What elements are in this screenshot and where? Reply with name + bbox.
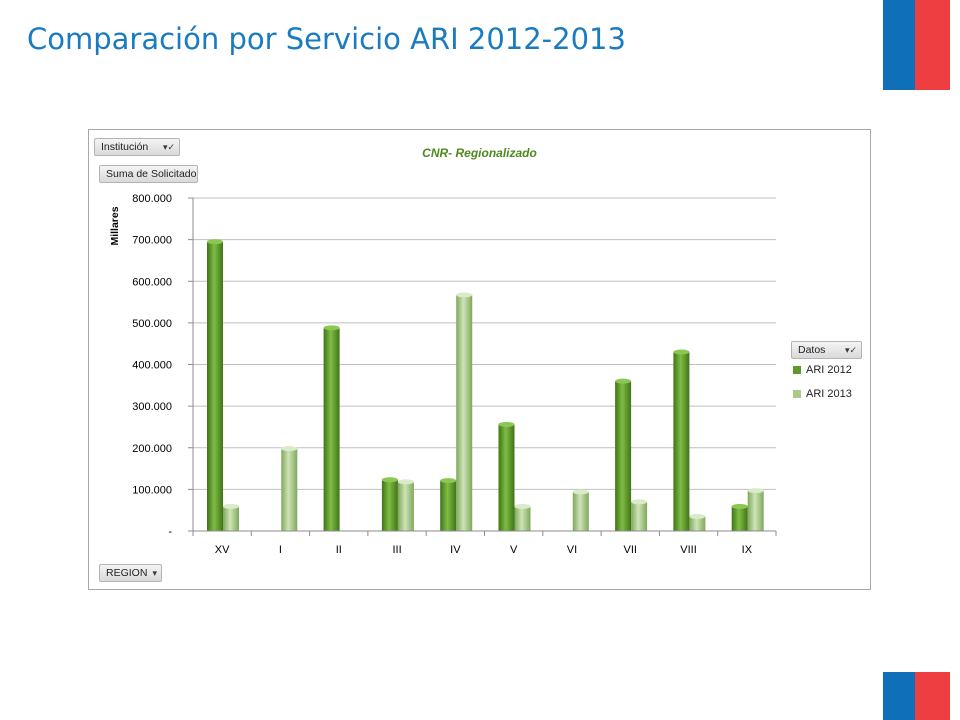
bar-cap bbox=[747, 488, 764, 494]
bar-ari-2013 bbox=[514, 506, 531, 531]
bar-cap bbox=[440, 478, 457, 484]
datos-legend-label: Datos bbox=[798, 344, 826, 356]
x-tick-label: II bbox=[336, 544, 342, 556]
bar-ari-2012 bbox=[498, 424, 515, 531]
y-tick-label: 300.000 bbox=[132, 401, 172, 413]
flag-decoration-top bbox=[883, 0, 950, 90]
legend-label-ari-2013: ARI 2013 bbox=[806, 388, 852, 400]
y-axis-ticks: - 100.000 200.000 300.000 400.000 500.000 600.… bbox=[132, 193, 194, 538]
bar-cap bbox=[397, 479, 414, 485]
filter-dropdown-icon: ▾✓ bbox=[162, 142, 175, 152]
y-tick-label: 200.000 bbox=[132, 443, 172, 455]
bar-ari-2013 bbox=[747, 490, 764, 531]
bar-cap bbox=[731, 503, 748, 509]
x-tick-label: III bbox=[392, 544, 401, 556]
bar-cap bbox=[631, 499, 648, 505]
y-tick-label: 700.000 bbox=[132, 235, 172, 247]
x-tick-label: V bbox=[510, 544, 518, 556]
bar-cap bbox=[207, 239, 223, 245]
x-tick-label: XV bbox=[215, 544, 230, 556]
legend-label-ari-2012: ARI 2012 bbox=[806, 364, 852, 376]
bar-ari-2013 bbox=[397, 481, 414, 531]
x-tick-label: VIII bbox=[680, 544, 697, 556]
datos-legend-button[interactable]: Datos ▾✓ bbox=[791, 341, 862, 359]
bar-ari-2012 bbox=[673, 352, 690, 531]
x-tick-label: I bbox=[279, 544, 282, 556]
x-tick-label: VII bbox=[624, 544, 637, 556]
bar-cap bbox=[689, 513, 706, 519]
y-tick-label: - bbox=[168, 526, 172, 538]
pivot-chart: Institución ▾✓ Suma de Solicitado CNR- R… bbox=[88, 129, 871, 590]
bar-ari-2012 bbox=[615, 381, 632, 531]
bar-ari-2013 bbox=[572, 491, 589, 531]
institucion-filter-label: Institución bbox=[101, 141, 149, 153]
x-axis-ticks: XV I II III IV V VI VII VIII IX bbox=[192, 531, 777, 556]
bar-cap bbox=[572, 489, 589, 495]
legend-swatch-ari-2013 bbox=[793, 390, 801, 398]
x-tick-label: IV bbox=[450, 544, 461, 556]
legend-swatch-ari-2012 bbox=[793, 366, 801, 374]
y-axis-label: Millares bbox=[109, 206, 121, 245]
bar-cap bbox=[381, 477, 398, 483]
bar-ari-2013 bbox=[456, 294, 473, 531]
bar-cap bbox=[673, 349, 690, 355]
bar-cap bbox=[223, 503, 239, 509]
chart-title: CNR- Regionalizado bbox=[422, 146, 537, 160]
y-tick-label: 800.000 bbox=[132, 193, 172, 205]
flag-red-stripe bbox=[915, 672, 950, 720]
flag-red-stripe bbox=[915, 0, 950, 90]
bar-cap bbox=[615, 378, 632, 384]
institucion-filter-button[interactable]: Institución ▾✓ bbox=[94, 138, 180, 156]
region-axis-button[interactable]: REGION ▾ bbox=[99, 564, 162, 582]
y-tick-label: 500.000 bbox=[132, 318, 172, 330]
flag-blue-stripe bbox=[883, 0, 915, 90]
bar-cap bbox=[456, 292, 473, 298]
y-tick-label: 600.000 bbox=[132, 276, 172, 288]
legend-item-ari-2012: ARI 2012 bbox=[793, 364, 852, 376]
value-field-label: Suma de Solicitado bbox=[106, 168, 197, 180]
region-axis-label: REGION bbox=[106, 567, 148, 579]
bars bbox=[207, 239, 764, 532]
y-tick-label: 100.000 bbox=[132, 484, 172, 496]
bar-ari-2013 bbox=[689, 516, 706, 531]
bar-ari-2012 bbox=[440, 480, 457, 531]
value-field-button[interactable]: Suma de Solicitado bbox=[99, 165, 198, 183]
chart-plot: - 100.000 200.000 300.000 400.000 500.000 600.… bbox=[109, 193, 777, 556]
y-tick-label: 400.000 bbox=[132, 360, 172, 372]
x-tick-label: IX bbox=[742, 544, 753, 556]
bar-cap bbox=[323, 325, 340, 331]
bar-ari-2013 bbox=[631, 501, 648, 531]
filter-dropdown-icon: ▾✓ bbox=[844, 345, 857, 355]
dropdown-arrow-icon: ▾ bbox=[152, 568, 157, 578]
bar-cap bbox=[498, 421, 515, 427]
x-tick-label: VI bbox=[567, 544, 577, 556]
bar-ari-2012 bbox=[381, 479, 398, 531]
bar-ari-2012 bbox=[207, 241, 223, 532]
bar-ari-2013 bbox=[223, 506, 239, 531]
bar-ari-2013 bbox=[281, 448, 298, 531]
flag-blue-stripe bbox=[883, 672, 915, 720]
bar-cap bbox=[514, 503, 531, 509]
bar-ari-2012 bbox=[323, 327, 340, 531]
legend-item-ari-2013: ARI 2013 bbox=[793, 388, 852, 400]
bar-ari-2012 bbox=[731, 506, 748, 531]
bar-cap bbox=[281, 446, 298, 452]
flag-decoration-bottom bbox=[883, 672, 950, 720]
slide-title: Comparación por Servicio ARI 2012-2013 bbox=[27, 22, 626, 56]
